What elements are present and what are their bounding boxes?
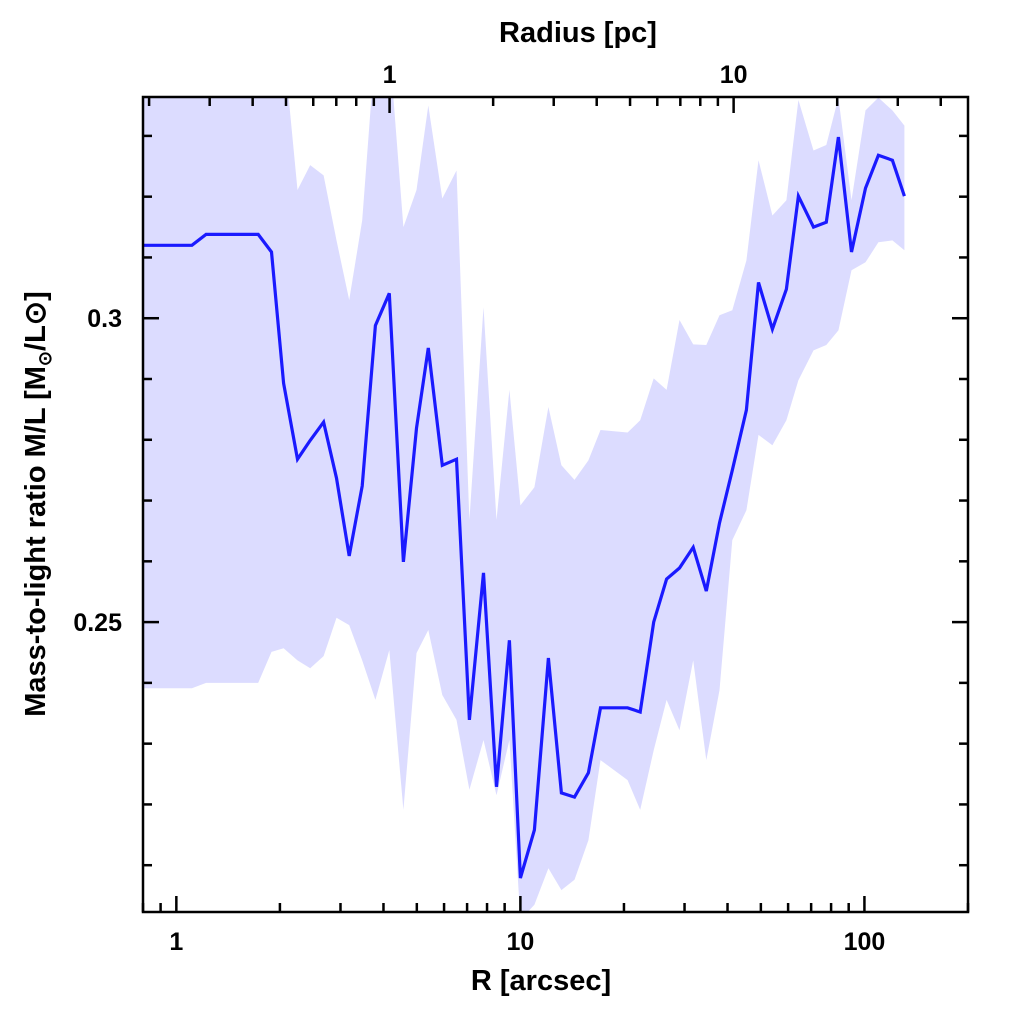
y-axis-title: Mass-to-light ratio M/L [M⊙/L⊙] (20, 291, 55, 717)
top-tick-label: 1 (383, 61, 397, 89)
uncertainty-band (143, 97, 905, 912)
x-tick-label: 1 (169, 928, 183, 956)
y-axis-title-sub: ⊙ (35, 351, 55, 366)
y-axis-title-main: Mass-to-light ratio M/L [M (20, 366, 52, 717)
top-tick-label: 10 (720, 61, 748, 89)
ml-line (143, 136, 906, 879)
y-tick-label: 0.25 (73, 609, 122, 637)
x-tick-label: 100 (844, 928, 886, 956)
x-tick-label: 10 (506, 928, 534, 956)
top-axis-title: Radius [pc] (499, 17, 657, 49)
plot-frame (141, 95, 970, 914)
y-axis-title-end: /L⊙] (20, 291, 52, 351)
y-tick-label: 0.3 (87, 305, 122, 333)
x-axis-title: R [arcsec] (471, 965, 611, 997)
